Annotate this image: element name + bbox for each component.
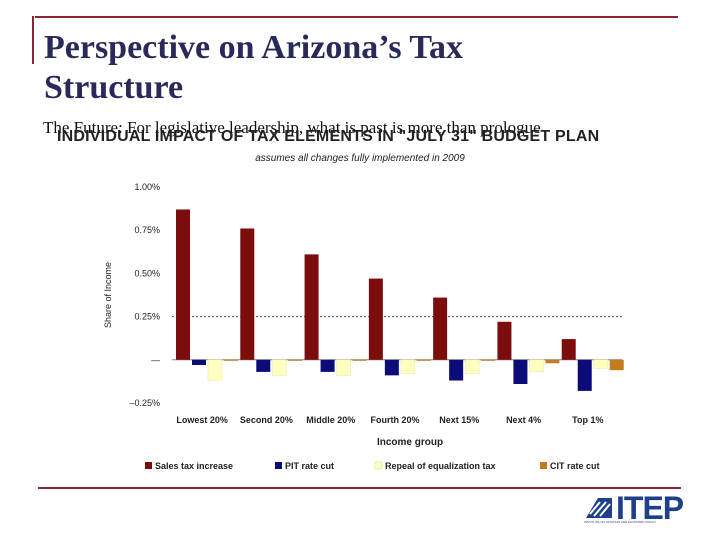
bar-pit-rate-cut	[384, 359, 399, 376]
bar-cit-rate-cut	[352, 359, 367, 361]
legend-label: Sales tax increase	[155, 461, 233, 471]
bar-cit-rate-cut	[609, 359, 624, 371]
slide-subtitle: The Future: For legislative leadership, …	[43, 118, 541, 137]
y-tick-label: –0.25%	[129, 398, 160, 408]
bar-cit-rate-cut	[288, 359, 303, 361]
bar-pit-rate-cut	[449, 359, 464, 381]
x-tick-label: Next 4%	[506, 415, 541, 425]
bottom-rule	[38, 487, 681, 489]
bar-sales-tax-increase	[497, 321, 512, 360]
bar-pit-rate-cut	[577, 359, 592, 391]
bar-sales-tax-increase	[368, 278, 383, 360]
bar-sales-tax-increase	[561, 339, 576, 360]
bar-repeal-of-equalization-tax	[593, 359, 608, 369]
legend-label: CIT rate cut	[550, 461, 600, 471]
chart-subtitle: assumes all changes fully implemented in…	[255, 153, 465, 164]
slide-title: Perspective on Arizona’s Tax Structure	[44, 29, 463, 106]
y-tick-label: 0.25%	[134, 312, 160, 322]
legend-swatch	[145, 462, 152, 469]
left-rule	[32, 16, 34, 64]
chart-title: INDIVIDUAL IMPACT OF TAX ELEMENTS IN "JU…	[57, 128, 600, 145]
logo-tagline: INSTITUTE ON TAXATION AND ECONOMIC POLIC…	[584, 520, 657, 524]
x-tick-label: Second 20%	[240, 415, 293, 425]
bar-sales-tax-increase	[433, 297, 448, 360]
bar-repeal-of-equalization-tax	[400, 359, 416, 374]
x-tick-label: Lowest 20%	[176, 415, 228, 425]
itep-logo: ITEP INSTITUTE ON TAXATION AND ECONOMIC …	[584, 490, 694, 528]
bar-pit-rate-cut	[513, 359, 528, 384]
bar-cit-rate-cut	[224, 359, 238, 361]
x-tick-label: Next 15%	[439, 415, 479, 425]
bar-repeal-of-equalization-tax	[272, 359, 287, 376]
x-axis-label: Income group	[377, 437, 443, 448]
bar-repeal-of-equalization-tax	[336, 359, 351, 376]
bar-repeal-of-equalization-tax	[207, 359, 223, 381]
y-tick-label: 0.75%	[134, 225, 160, 235]
bar-sales-tax-increase	[176, 209, 190, 360]
logo-text: ITEP	[616, 490, 684, 526]
bar-sales-tax-increase	[304, 254, 319, 360]
legend-swatch	[374, 461, 383, 470]
top-rule	[35, 16, 678, 18]
bar-pit-rate-cut	[320, 359, 335, 372]
legend-label: Repeal of equalization tax	[385, 461, 496, 471]
bar-repeal-of-equalization-tax	[529, 359, 544, 373]
bar-repeal-of-equalization-tax	[464, 359, 480, 374]
x-tick-label: Middle 20%	[306, 415, 355, 425]
x-tick-label: Fourth 20%	[370, 415, 419, 425]
legend-swatch	[540, 462, 547, 469]
bar-cit-rate-cut	[545, 359, 560, 364]
bar-cit-rate-cut	[416, 359, 431, 361]
x-tick-label: Top 1%	[572, 415, 603, 425]
bar-pit-rate-cut	[256, 359, 271, 372]
bar-cit-rate-cut	[481, 359, 496, 361]
y-tick-label: 1.00%	[134, 182, 160, 192]
y-tick-label: —	[151, 355, 160, 365]
legend-label: PIT rate cut	[285, 461, 334, 471]
bar-pit-rate-cut	[192, 359, 206, 365]
legend-swatch	[275, 462, 282, 469]
bar-sales-tax-increase	[240, 228, 255, 360]
itep-logo-icon	[586, 498, 612, 518]
y-tick-label: 0.50%	[134, 268, 160, 278]
y-axis-label: Share of Income	[103, 262, 113, 328]
